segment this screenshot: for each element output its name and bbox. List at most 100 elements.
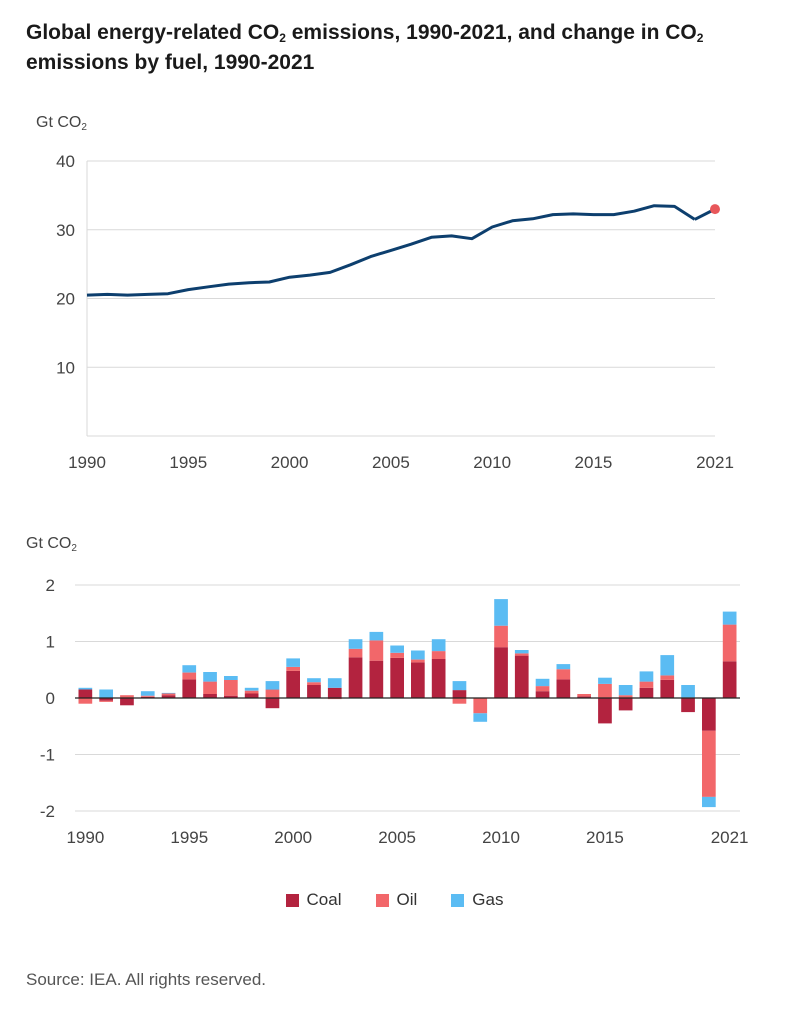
legend-label-gas: Gas bbox=[472, 890, 504, 909]
bar-gas-2001 bbox=[307, 678, 321, 683]
bar-gas-2000 bbox=[286, 658, 300, 667]
bar-gas-2019 bbox=[681, 685, 695, 698]
y-tick-label-2: 2 bbox=[46, 576, 55, 595]
bar-oil-2009 bbox=[473, 698, 488, 714]
x-tick-label-2015: 2015 bbox=[575, 453, 613, 472]
legend-label-oil: Oil bbox=[396, 890, 418, 909]
bar-oil-2017 bbox=[639, 681, 654, 688]
legend-swatch-gas bbox=[451, 893, 465, 907]
x-tick-label-2000: 2000 bbox=[271, 453, 309, 472]
bar-oil-2016 bbox=[618, 695, 633, 698]
bar-oil-2013 bbox=[556, 669, 571, 680]
x-tick-label-1995: 1995 bbox=[170, 828, 208, 847]
source-note: Source: IEA. All rights reserved. bbox=[26, 970, 266, 989]
bar-coal-2020 bbox=[702, 698, 716, 731]
bar-gas-2013 bbox=[556, 664, 571, 670]
bar-gas-1993 bbox=[140, 691, 155, 696]
bar-oil-1995 bbox=[182, 672, 197, 680]
bar-oil-2006 bbox=[411, 659, 425, 663]
bar-coal-2012 bbox=[535, 691, 550, 698]
bar-gas-2003 bbox=[348, 639, 363, 649]
legend-label-coal: Coal bbox=[306, 890, 342, 909]
bar-coal-2017 bbox=[639, 687, 654, 698]
bar-gas-1994 bbox=[161, 692, 176, 694]
bar-coal-2005 bbox=[390, 657, 404, 698]
bar-coal-2014 bbox=[577, 696, 591, 698]
x-tick-label-2000: 2000 bbox=[274, 828, 312, 847]
bar-oil-2003 bbox=[348, 648, 363, 658]
bar-oil-1996 bbox=[203, 681, 217, 694]
bar-oil-2001 bbox=[307, 682, 321, 685]
bar-coal-1997 bbox=[224, 695, 238, 698]
bar-oil-2010 bbox=[494, 625, 508, 648]
bar-oil-1993 bbox=[140, 695, 155, 697]
bar-oil-1994 bbox=[161, 693, 176, 696]
x-tick-label-1990: 1990 bbox=[68, 453, 106, 472]
bar-gas-1990 bbox=[78, 687, 93, 690]
bar-coal-1990 bbox=[78, 689, 93, 698]
bar-oil-2008 bbox=[452, 698, 467, 704]
bar-gas-2007 bbox=[431, 639, 446, 652]
bar-coal-1994 bbox=[161, 695, 176, 698]
bar-gas-2018 bbox=[660, 655, 675, 676]
bar-oil-2007 bbox=[431, 651, 446, 659]
legend-item-oil: Oil bbox=[375, 890, 418, 910]
bar-gas-2020 bbox=[702, 796, 716, 808]
bottom-chart-y-axis-label: Gt CO2 bbox=[26, 535, 77, 554]
bar-gas-2021 bbox=[722, 611, 737, 625]
bar-oil-1997 bbox=[224, 679, 238, 696]
y-tick-label-10: 10 bbox=[56, 358, 75, 377]
y-tick-label-1: 1 bbox=[46, 633, 55, 652]
y-tick-label--2: -2 bbox=[40, 802, 55, 821]
x-tick-label-2005: 2005 bbox=[378, 828, 416, 847]
x-tick-label-2010: 2010 bbox=[473, 453, 511, 472]
bar-oil-2014 bbox=[577, 694, 591, 697]
bar-gas-2012 bbox=[535, 678, 550, 687]
bar-coal-2010 bbox=[494, 647, 508, 698]
bar-gas-1998 bbox=[244, 687, 259, 691]
x-tick-label-2005: 2005 bbox=[372, 453, 410, 472]
bar-coal-1992 bbox=[120, 698, 134, 706]
bar-coal-1991 bbox=[99, 698, 113, 701]
y-tick-label-30: 30 bbox=[56, 221, 75, 240]
bar-gas-2009 bbox=[473, 713, 488, 722]
bar-gas-2017 bbox=[639, 671, 654, 682]
bar-oil-2021 bbox=[722, 624, 737, 662]
bar-gas-2004 bbox=[369, 631, 384, 641]
bar-oil-1990 bbox=[78, 698, 93, 704]
top-chart-y-axis-label: Gt CO2 bbox=[36, 114, 87, 133]
change-by-fuel-bar-chart: 2 1 0 -1 -2 1990 1995 2000 2005 2010 2015 2021 bbox=[40, 576, 749, 847]
point-2021 bbox=[710, 204, 720, 215]
bar-coal-1996 bbox=[203, 694, 217, 698]
legend-swatch-oil bbox=[375, 893, 389, 907]
legend-item-gas: Gas bbox=[451, 890, 503, 910]
bar-coal-2007 bbox=[431, 659, 446, 698]
y-tick-label--1: -1 bbox=[40, 746, 55, 765]
bar-oil-2018 bbox=[660, 675, 675, 680]
y-tick-label-0: 0 bbox=[46, 689, 55, 708]
bar-oil-1992 bbox=[120, 695, 134, 698]
bar-gas-2008 bbox=[452, 681, 467, 691]
bar-gas-2006 bbox=[411, 650, 425, 660]
bar-oil-2004 bbox=[369, 640, 384, 661]
bar-gas-2015 bbox=[598, 677, 612, 684]
bar-oil-2012 bbox=[535, 686, 550, 692]
bar-coal-2006 bbox=[411, 662, 425, 698]
bar-coal-2013 bbox=[556, 679, 571, 698]
bar-coal-2001 bbox=[307, 685, 321, 698]
bar-coal-2018 bbox=[660, 679, 675, 698]
y-tick-label-20: 20 bbox=[56, 290, 75, 309]
chart-title: Global energy-related CO2 emissions, 199… bbox=[26, 21, 704, 74]
bar-gas-2011 bbox=[514, 650, 529, 654]
bar-gas-1995 bbox=[182, 665, 197, 673]
emissions-line-chart: 10 20 30 40 1990 1995 2000 2005 2010 2015 2021 bbox=[56, 152, 734, 472]
x-tick-label-2021: 2021 bbox=[696, 453, 734, 472]
bar-gas-1996 bbox=[203, 672, 217, 682]
bar-gas-2016 bbox=[618, 685, 633, 696]
bar-oil-2015 bbox=[598, 683, 612, 698]
bar-coal-2004 bbox=[369, 660, 384, 698]
bar-coal-2019 bbox=[681, 698, 695, 713]
bar-coal-1998 bbox=[244, 693, 259, 698]
bar-coal-1999 bbox=[265, 698, 280, 709]
legend: Coal Oil Gas bbox=[0, 890, 789, 910]
